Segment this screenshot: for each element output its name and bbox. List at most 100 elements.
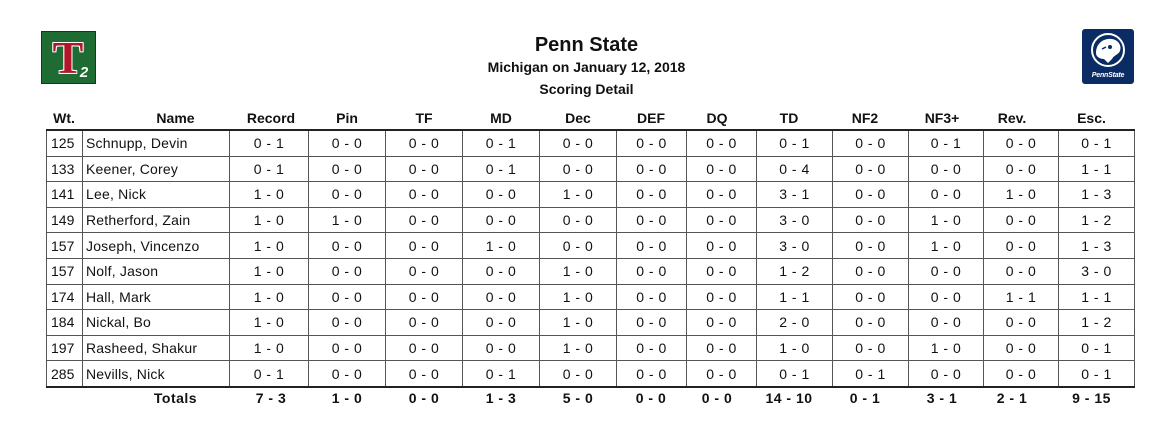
cell-record: 1 - 0	[229, 232, 309, 259]
cell-dq: 0 - 0	[686, 360, 757, 388]
cell-td: 3 - 0	[756, 232, 833, 259]
cell-tf: 0 - 0	[385, 206, 463, 234]
cell-tf: 0 - 0	[385, 155, 463, 183]
cell-wt: 157	[46, 232, 83, 259]
col-header-pin: Pin	[336, 110, 358, 126]
cell-record: 0 - 1	[229, 360, 309, 388]
cell-pin: 0 - 0	[308, 309, 386, 336]
nittany-lion-icon	[1091, 33, 1125, 67]
cell-td: 0 - 1	[756, 129, 833, 157]
cell-nf2: 0 - 0	[832, 181, 909, 208]
cell-wt: 285	[46, 360, 83, 388]
cell-pin: 0 - 0	[308, 155, 386, 183]
totals-nf3: 3 - 1	[926, 390, 958, 406]
report-type: Scoring Detail	[539, 81, 634, 97]
cell-def: 0 - 0	[616, 257, 687, 285]
cell-pin: 1 - 0	[308, 206, 386, 234]
cell-td: 0 - 4	[756, 155, 833, 183]
cell-nf3: 1 - 0	[908, 334, 984, 362]
cell-dec: 0 - 0	[539, 232, 617, 259]
cell-nf3: 0 - 0	[908, 155, 984, 183]
cell-dq: 0 - 0	[686, 257, 757, 285]
cell-td: 0 - 1	[756, 360, 833, 388]
cell-dec: 1 - 0	[539, 257, 617, 285]
cell-def: 0 - 0	[616, 206, 687, 234]
totals-row: Totals 7 - 3 1 - 0 0 - 0 1 - 3 5 - 0 0 -…	[46, 387, 1134, 409]
cell-nf2: 0 - 0	[832, 334, 909, 362]
cell-def: 0 - 0	[616, 309, 687, 336]
col-header-dq: DQ	[706, 110, 728, 126]
cell-nf2: 0 - 1	[832, 360, 909, 388]
cell-esc: 1 - 2	[1058, 206, 1135, 234]
page-title: Penn State	[534, 34, 639, 56]
cell-rev: 0 - 0	[983, 334, 1059, 362]
cell-name: Retherford, Zain	[82, 206, 230, 234]
cell-wt: 141	[46, 181, 83, 208]
col-header-dec: Dec	[565, 110, 591, 126]
col-header-td: TD	[779, 110, 799, 126]
col-header-def: DEF	[637, 110, 665, 126]
col-header-record: Record	[246, 110, 296, 126]
cell-tf: 0 - 0	[385, 129, 463, 157]
cell-record: 1 - 0	[229, 309, 309, 336]
cell-nf2: 0 - 0	[832, 257, 909, 285]
totals-nf2: 0 - 1	[849, 390, 881, 406]
totals-dec: 5 - 0	[562, 390, 594, 406]
cell-name: Nolf, Jason	[82, 257, 230, 285]
cell-record: 0 - 1	[229, 129, 309, 157]
cell-nf3: 0 - 0	[908, 283, 984, 311]
cell-dec: 0 - 0	[539, 155, 617, 183]
cell-nf3: 0 - 0	[908, 309, 984, 336]
cell-nf3: 0 - 0	[908, 257, 984, 285]
cell-rev: 0 - 0	[983, 129, 1059, 157]
cell-def: 0 - 0	[616, 232, 687, 259]
cell-nf2: 0 - 0	[832, 155, 909, 183]
cell-nf2: 0 - 0	[832, 283, 909, 311]
cell-esc: 0 - 1	[1058, 334, 1135, 362]
totals-pin: 1 - 0	[331, 390, 363, 406]
cell-dec: 1 - 0	[539, 181, 617, 208]
col-header-esc: Esc.	[1077, 110, 1106, 126]
cell-pin: 0 - 0	[308, 283, 386, 311]
cell-nf3: 1 - 0	[908, 232, 984, 259]
cell-md: 1 - 0	[462, 232, 540, 259]
cell-dq: 0 - 0	[686, 129, 757, 157]
cell-esc: 1 - 1	[1058, 283, 1135, 311]
cell-nf3: 1 - 0	[908, 206, 984, 234]
cell-def: 0 - 0	[616, 334, 687, 362]
cell-rev: 0 - 0	[983, 360, 1059, 388]
cell-md: 0 - 1	[462, 360, 540, 388]
cell-tf: 0 - 0	[385, 257, 463, 285]
cell-record: 1 - 0	[229, 283, 309, 311]
cell-name: Lee, Nick	[82, 181, 230, 208]
cell-def: 0 - 0	[616, 283, 687, 311]
cell-wt: 157	[46, 257, 83, 285]
cell-nf2: 0 - 0	[832, 206, 909, 234]
cell-nf3: 0 - 0	[908, 360, 984, 388]
cell-td: 3 - 0	[756, 206, 833, 234]
cell-dq: 0 - 0	[686, 181, 757, 208]
cell-td: 3 - 1	[756, 181, 833, 208]
cell-tf: 0 - 0	[385, 283, 463, 311]
cell-name: Joseph, Vincenzo	[82, 232, 230, 259]
cell-nf3: 0 - 1	[908, 129, 984, 157]
cell-nf2: 0 - 0	[832, 129, 909, 157]
col-header-md: MD	[490, 110, 512, 126]
t2-logo-sub: 2	[79, 64, 89, 81]
col-header-wt: Wt.	[53, 110, 75, 126]
cell-tf: 0 - 0	[385, 309, 463, 336]
cell-td: 1 - 2	[756, 257, 833, 285]
cell-nf2: 0 - 0	[832, 232, 909, 259]
cell-dec: 1 - 0	[539, 309, 617, 336]
cell-def: 0 - 0	[616, 181, 687, 208]
cell-name: Rasheed, Shakur	[82, 334, 230, 362]
cell-name: Schnupp, Devin	[82, 129, 230, 157]
cell-pin: 0 - 0	[308, 257, 386, 285]
totals-label: Totals	[153, 390, 198, 406]
totals-td: 14 - 10	[765, 390, 813, 406]
